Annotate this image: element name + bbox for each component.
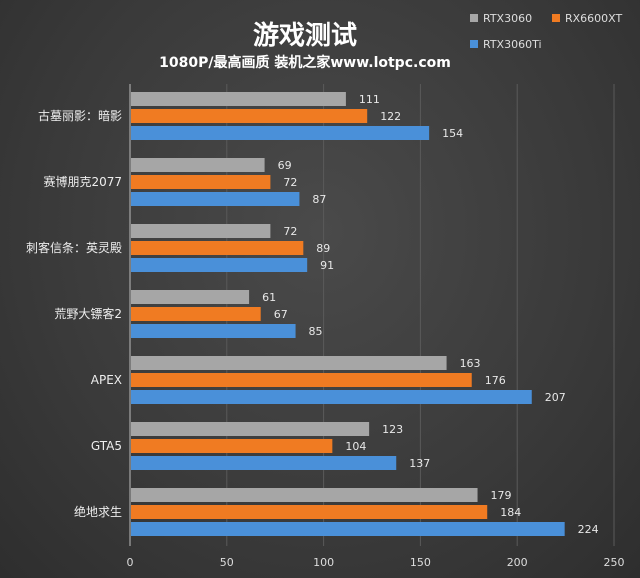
category-label: 荒野大镖客2 [54,306,122,321]
legend-label: RTX3060Ti [483,38,542,51]
category-label: APEX [91,373,122,387]
x-tick-label: 0 [127,556,134,569]
legend-label: RTX3060 [483,12,532,25]
category-label: GTA5 [91,439,122,453]
bar [131,522,565,536]
data-label: 184 [500,506,521,519]
bar [131,422,370,436]
bar [131,307,261,321]
data-label: 85 [309,325,323,338]
data-label: 224 [578,523,599,536]
category-label: 古墓丽影：暗影 [38,108,122,123]
legend-swatch [470,40,478,48]
x-tick-label: 100 [313,556,334,569]
chart-title: 游戏测试 [253,21,357,51]
data-label: 122 [380,110,401,123]
data-label: 87 [312,193,326,206]
bar [131,192,300,206]
data-label: 179 [491,489,512,502]
data-label: 72 [283,225,297,238]
bar [131,439,333,453]
bar [131,241,304,255]
legend-swatch [552,14,560,22]
chart-subtitle: 1080P/最高画质 装机之家www.lotpc.com [159,54,451,71]
bar [131,324,296,338]
bar [131,109,368,123]
data-label: 69 [278,159,292,172]
data-label: 123 [382,423,403,436]
category-label: 赛博朋克2077 [43,174,122,189]
x-tick-label: 50 [220,556,234,569]
data-label: 111 [359,93,380,106]
bar [131,126,430,140]
bar [131,92,346,106]
data-label: 137 [409,457,430,470]
x-tick-label: 250 [604,556,625,569]
data-label: 89 [316,242,330,255]
bar [131,258,308,272]
bar [131,488,478,502]
category-label: 绝地求生 [74,504,122,519]
legend: RTX3060 RX6600XT RTX3060Ti [470,12,623,51]
bar [131,224,271,238]
legend-label: RX6600XT [565,12,623,25]
x-tick-label: 150 [410,556,431,569]
data-label: 67 [274,308,288,321]
bar [131,356,447,370]
data-label: 207 [545,391,566,404]
category-label: 刺客信条：英灵殿 [26,240,122,255]
x-tick-label: 200 [507,556,528,569]
bar [131,456,397,470]
data-label: 61 [262,291,276,304]
data-label: 104 [345,440,366,453]
data-label: 91 [320,259,334,272]
bar [131,175,271,189]
bar [131,158,265,172]
data-label: 72 [283,176,297,189]
data-label: 154 [442,127,463,140]
bar [131,373,472,387]
data-label: 176 [485,374,506,387]
bar [131,290,250,304]
data-label: 163 [460,357,481,370]
legend-swatch [470,14,478,22]
bar [131,390,532,404]
bar [131,505,488,519]
